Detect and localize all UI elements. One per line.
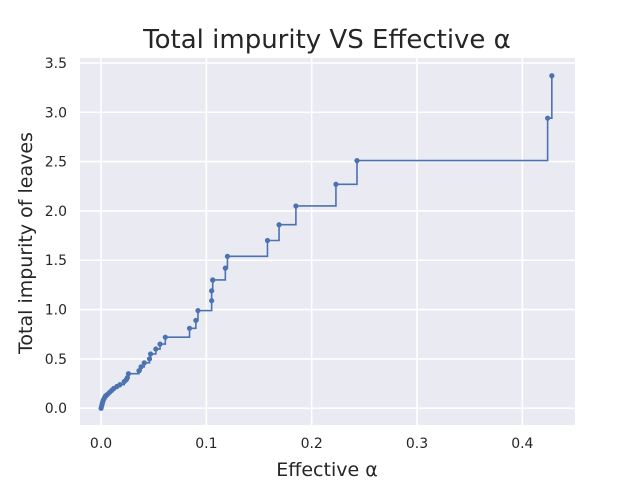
data-point <box>124 375 130 381</box>
x-tick-label: 0.2 <box>301 436 323 452</box>
data-point <box>147 351 154 357</box>
x-tick-label: 0.1 <box>195 436 217 452</box>
series-impurity <box>98 73 555 411</box>
data-point <box>276 222 282 228</box>
data-point <box>545 115 551 121</box>
grid <box>80 58 575 425</box>
y-axis-ticks: 0.0 0.5 1.0 1.5 2.0 2.5 3.0 3.5 <box>45 56 67 417</box>
x-tick-label: 0.3 <box>406 436 428 452</box>
y-tick-label: 2.5 <box>45 155 67 171</box>
data-point <box>162 334 168 340</box>
data-point <box>186 325 193 331</box>
data-point <box>293 203 299 209</box>
y-tick-label: 0.0 <box>45 401 67 417</box>
data-point <box>209 288 215 294</box>
data-point <box>146 356 153 362</box>
data-point <box>222 265 228 271</box>
x-tick-label: 0.4 <box>511 436 533 452</box>
data-point <box>141 360 147 366</box>
y-tick-label: 1.0 <box>45 303 67 319</box>
x-axis-ticks: 0.0 0.1 0.2 0.3 0.4 <box>90 436 534 452</box>
y-tick-label: 3.5 <box>45 56 67 72</box>
data-point <box>138 364 144 370</box>
data-point <box>354 158 360 164</box>
data-point <box>209 298 215 304</box>
chart-title: Total impurity VS Effective α <box>142 25 511 55</box>
x-tick-label: 0.0 <box>90 436 112 452</box>
y-tick-label: 0.5 <box>45 352 67 368</box>
y-tick-label: 3.0 <box>45 105 67 121</box>
data-point <box>224 253 231 259</box>
y-tick-label: 2.0 <box>45 204 67 220</box>
data-point <box>333 181 339 187</box>
data-point <box>195 307 201 314</box>
y-tick-label: 1.5 <box>45 253 67 269</box>
data-point <box>153 346 159 352</box>
plot-area <box>80 58 575 425</box>
data-point <box>157 341 163 347</box>
data-point <box>193 317 199 324</box>
x-axis-label: Effective α <box>276 459 377 480</box>
data-point <box>549 73 555 79</box>
data-point <box>125 371 132 377</box>
y-axis-label: Total impurity of leaves <box>15 132 37 355</box>
data-point <box>117 381 123 388</box>
data-point <box>210 277 216 283</box>
data-point <box>136 368 142 374</box>
data-point <box>264 237 271 244</box>
